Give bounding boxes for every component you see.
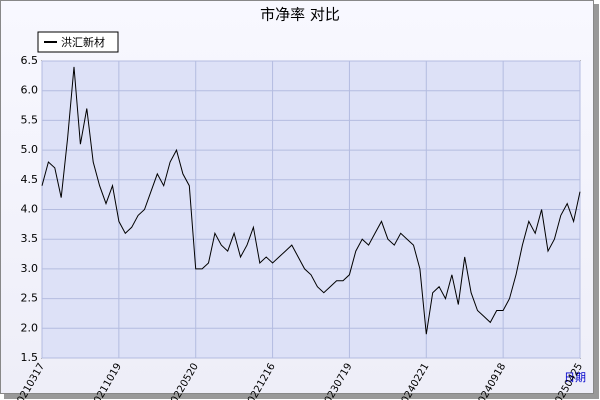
y-tick-label: 5.0 xyxy=(21,143,39,156)
shadow xyxy=(594,4,599,398)
y-tick-label: 1.5 xyxy=(21,351,39,364)
y-tick-label: 5.5 xyxy=(21,113,39,126)
shadow xyxy=(4,394,599,399)
series-line xyxy=(41,66,581,335)
x-axis-label: 日期 xyxy=(564,371,586,384)
y-tick-label: 3.5 xyxy=(21,232,39,245)
y-tick-label: 6.5 xyxy=(21,54,39,67)
y-tick-label: 4.5 xyxy=(21,173,39,186)
legend-label: 洪汇新材 xyxy=(61,35,105,49)
y-tick-label: 4.0 xyxy=(21,203,39,216)
y-tick-label: 2.5 xyxy=(21,292,39,305)
y-tick-label: 2.0 xyxy=(21,321,39,334)
y-tick-label: 6.0 xyxy=(21,84,39,97)
y-tick-label: 3.0 xyxy=(21,262,39,275)
legend xyxy=(37,31,119,53)
chart-title: 市净率 对比 xyxy=(260,6,340,24)
